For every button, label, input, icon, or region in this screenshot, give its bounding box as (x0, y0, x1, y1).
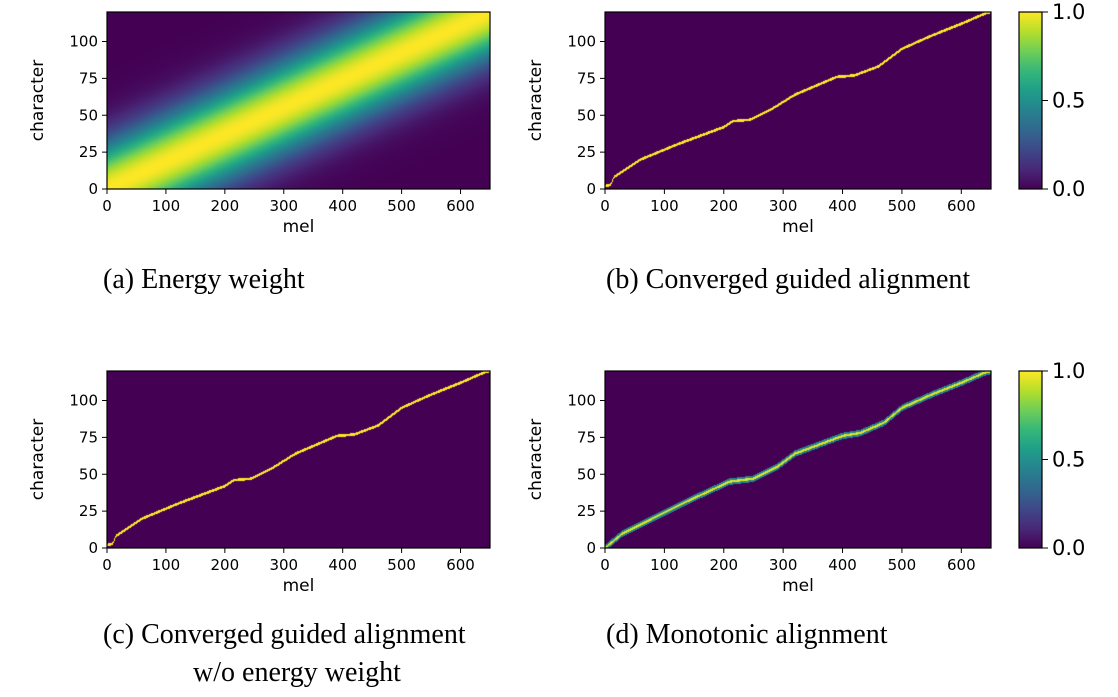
y-tick-label: 50 (577, 465, 596, 483)
panel-caption: (a) Energy weight (103, 264, 305, 295)
heatmap-image-a (107, 12, 490, 189)
y-axis-label: character (28, 60, 48, 141)
y-tick-label: 100 (69, 392, 98, 410)
y-tick-label: 50 (79, 106, 98, 124)
x-tick-label: 600 (446, 556, 475, 574)
y-tick-label: 75 (577, 428, 596, 446)
x-tick-label: 400 (828, 197, 857, 215)
y-tick-label: 25 (79, 502, 98, 520)
colorbar-bottom: 1.0 0.5 0.0 (1018, 359, 1085, 560)
y-tick-label: 75 (577, 69, 596, 87)
plot-frame-b (604, 11, 992, 190)
x-tick-label: 0 (102, 556, 112, 574)
y-tick-label: 25 (577, 143, 596, 161)
x-tick-label: 500 (387, 197, 416, 215)
y-tick-label: 100 (567, 33, 596, 51)
y-tick-label: 75 (79, 428, 98, 446)
y-tick-label: 25 (577, 502, 596, 520)
plot-frame-a (106, 11, 491, 190)
y-tick-label: 0 (88, 539, 98, 557)
y-tick-label: 0 (586, 539, 596, 557)
x-tick-label: 300 (769, 197, 798, 215)
x-tick-label: 0 (600, 197, 610, 215)
colorbar-tick-label: 1.0 (1052, 0, 1085, 24)
panel-caption: (d) Monotonic alignment (606, 619, 888, 650)
x-tick-label: 300 (269, 556, 298, 574)
x-tick-label: 100 (650, 197, 679, 215)
x-tick-label: 100 (650, 556, 679, 574)
x-tick-label: 200 (709, 556, 738, 574)
y-axis-label: character (28, 419, 48, 500)
x-tick-label: 300 (269, 197, 298, 215)
x-tick-label: 0 (102, 197, 112, 215)
plot-frame-c (106, 370, 491, 549)
y-tick-label: 25 (79, 143, 98, 161)
x-tick-label: 100 (152, 556, 181, 574)
colorbar-gradient (1018, 370, 1043, 549)
x-tick-label: 500 (888, 197, 917, 215)
x-tick-label: 200 (211, 197, 240, 215)
colorbar-top: 1.0 0.5 0.0 (1018, 0, 1085, 201)
colorbar-tick-label: 0.5 (1052, 448, 1085, 472)
colorbar-tick-label: 0.0 (1052, 177, 1085, 201)
x-tick-label: 500 (888, 556, 917, 574)
x-tick-label: 200 (211, 556, 240, 574)
colorbar-tick-label: 0.5 (1052, 89, 1085, 113)
y-tick-label: 50 (79, 465, 98, 483)
panel-a: 0 100 200 300 400 500 600 0 25 50 75 100 mel characte… (28, 11, 491, 295)
panel-d: 0 100 200 300 400 500 600 0 25 50 75 100 mel characte… (526, 370, 992, 650)
y-tick-label: 75 (79, 69, 98, 87)
heatmap-image-c (107, 371, 490, 548)
panel-caption: (c) Converged guided alignment (103, 619, 466, 650)
colorbar-tick-label: 0.0 (1052, 536, 1085, 560)
heatmap-image-b (605, 12, 991, 189)
panel-b: 0 100 200 300 400 500 600 0 25 50 75 100 mel characte… (526, 11, 992, 295)
x-tick-label: 100 (152, 197, 181, 215)
x-tick-label: 600 (947, 556, 976, 574)
panel-caption: (b) Converged guided alignment (606, 264, 970, 295)
x-tick-label: 400 (328, 556, 357, 574)
y-tick-label: 0 (586, 180, 596, 198)
x-axis-label: mel (283, 217, 315, 237)
y-tick-label: 100 (567, 392, 596, 410)
x-tick-label: 400 (328, 197, 357, 215)
y-axis-label: character (526, 419, 546, 500)
x-axis-label: mel (283, 576, 315, 596)
x-tick-label: 600 (947, 197, 976, 215)
x-tick-label: 600 (446, 197, 475, 215)
colorbar-gradient (1018, 11, 1043, 190)
plot-frame-d (604, 370, 992, 549)
y-tick-label: 50 (577, 106, 596, 124)
colorbar-tick-label: 1.0 (1052, 359, 1085, 383)
heatmap-image-d (605, 371, 991, 548)
x-axis-label: mel (782, 576, 814, 596)
x-tick-label: 300 (769, 556, 798, 574)
panel-c: 0 100 200 300 400 500 600 0 25 50 75 100 mel characte… (28, 370, 491, 688)
x-tick-label: 400 (828, 556, 857, 574)
panel-caption-line2: w/o energy weight (193, 657, 401, 688)
y-tick-label: 100 (69, 33, 98, 51)
y-axis-label: character (526, 60, 546, 141)
y-tick-label: 0 (88, 180, 98, 198)
x-tick-label: 200 (709, 197, 738, 215)
x-tick-label: 500 (387, 556, 416, 574)
x-axis-label: mel (782, 217, 814, 237)
x-tick-label: 0 (600, 556, 610, 574)
